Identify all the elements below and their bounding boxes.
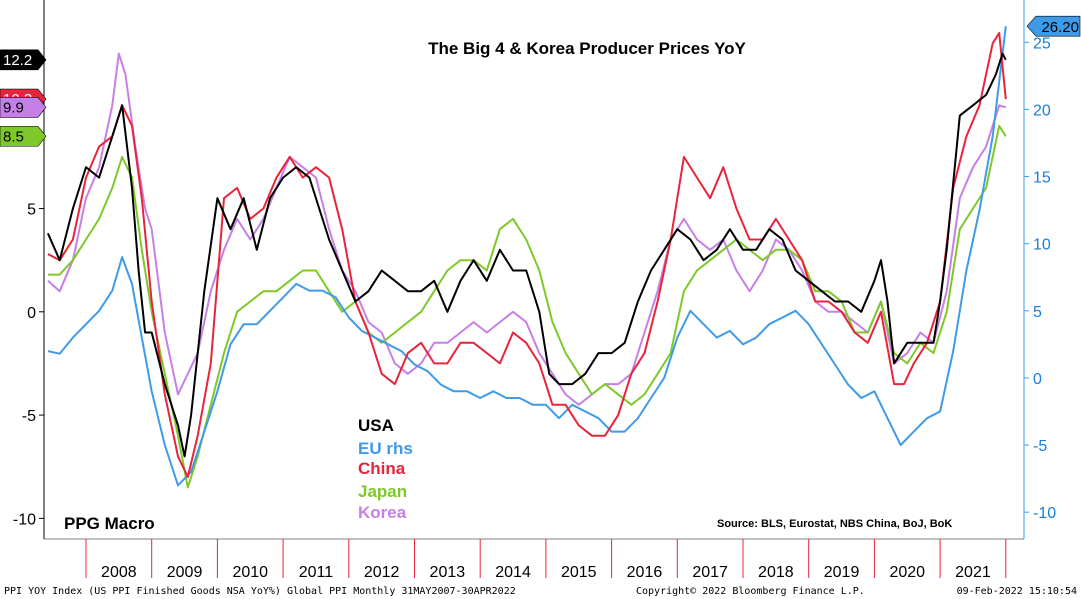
value-tag-usa [0, 49, 47, 71]
value-tag-label: 8.5 [3, 128, 24, 145]
value-tag-label: 12.2 [3, 52, 32, 69]
series-line-korea [47, 52, 1007, 406]
series-line-japan [47, 124, 1007, 489]
right-tick-label: 10 [1033, 237, 1051, 254]
right-tick-label: 15 [1033, 170, 1051, 187]
left-tick-label: 0 [27, 305, 36, 322]
left-tick-label: 5 [27, 202, 36, 219]
year-label: 2019 [824, 564, 860, 581]
value-tag-label: 9.9 [3, 99, 24, 116]
axes-layer: -10 -5 0 5 -10 -5 0 5 10 15 20 25 2008 2009 2010 2011 20… [13, 0, 1056, 581]
legend-eu: EU rhs [358, 439, 413, 458]
legend-japan: Japan [358, 482, 407, 501]
chart-title: The Big 4 & Korea Producer Prices YoY [428, 39, 746, 58]
year-label: 2018 [758, 564, 794, 581]
series-layer [46, 26, 1007, 489]
year-label: 2021 [955, 564, 991, 581]
series-line-usa [46, 52, 1007, 458]
year-label: 2008 [101, 564, 137, 581]
legend-usa: USA [358, 416, 394, 435]
year-label: 2020 [889, 564, 925, 581]
source-note: Source: BLS, Eurostat, NBS China, BoJ, B… [717, 518, 952, 530]
legend-china: China [358, 459, 406, 478]
year-label: 2017 [692, 564, 728, 581]
right-tick-label: -5 [1033, 438, 1047, 455]
left-tick-label: -5 [22, 408, 36, 425]
brand-label: PPG Macro [64, 514, 155, 533]
value-tag-eu-rhs [1026, 15, 1081, 37]
right-tick-label: 5 [1033, 304, 1042, 321]
right-tick-label: 25 [1033, 35, 1051, 52]
series-line-china [47, 32, 1007, 478]
legend: USA EU rhs China Japan Korea [358, 416, 413, 522]
right-tick-label: 0 [1033, 371, 1042, 388]
value-tags-layer: 12.210.39.98.526.20 [0, 15, 1081, 147]
year-label: 2010 [232, 564, 268, 581]
year-label: 2014 [495, 564, 531, 581]
year-label: 2012 [364, 564, 400, 581]
year-label: 2009 [167, 564, 203, 581]
year-label: 2015 [561, 564, 597, 581]
series-line-eu-rhs [47, 26, 1007, 487]
right-tick-label: -10 [1033, 505, 1056, 522]
right-tick-label: 20 [1033, 102, 1051, 119]
year-label: 2013 [430, 564, 466, 581]
footer-center: Copyright© 2022 Bloomberg Finance L.P. [636, 586, 865, 597]
value-tag-korea [0, 97, 47, 118]
year-label: 2016 [627, 564, 663, 581]
legend-korea: Korea [358, 503, 407, 522]
value-tag-label: 26.20 [1041, 19, 1079, 36]
footer-left: PPI YOY Index (US PPI Finished Goods NSA… [4, 586, 516, 597]
year-label: 2011 [299, 564, 334, 581]
value-tag-japan [0, 125, 47, 147]
left-tick-label: -10 [13, 511, 36, 528]
footer-right: 09-Feb-2022 15:10:54 [957, 586, 1077, 597]
